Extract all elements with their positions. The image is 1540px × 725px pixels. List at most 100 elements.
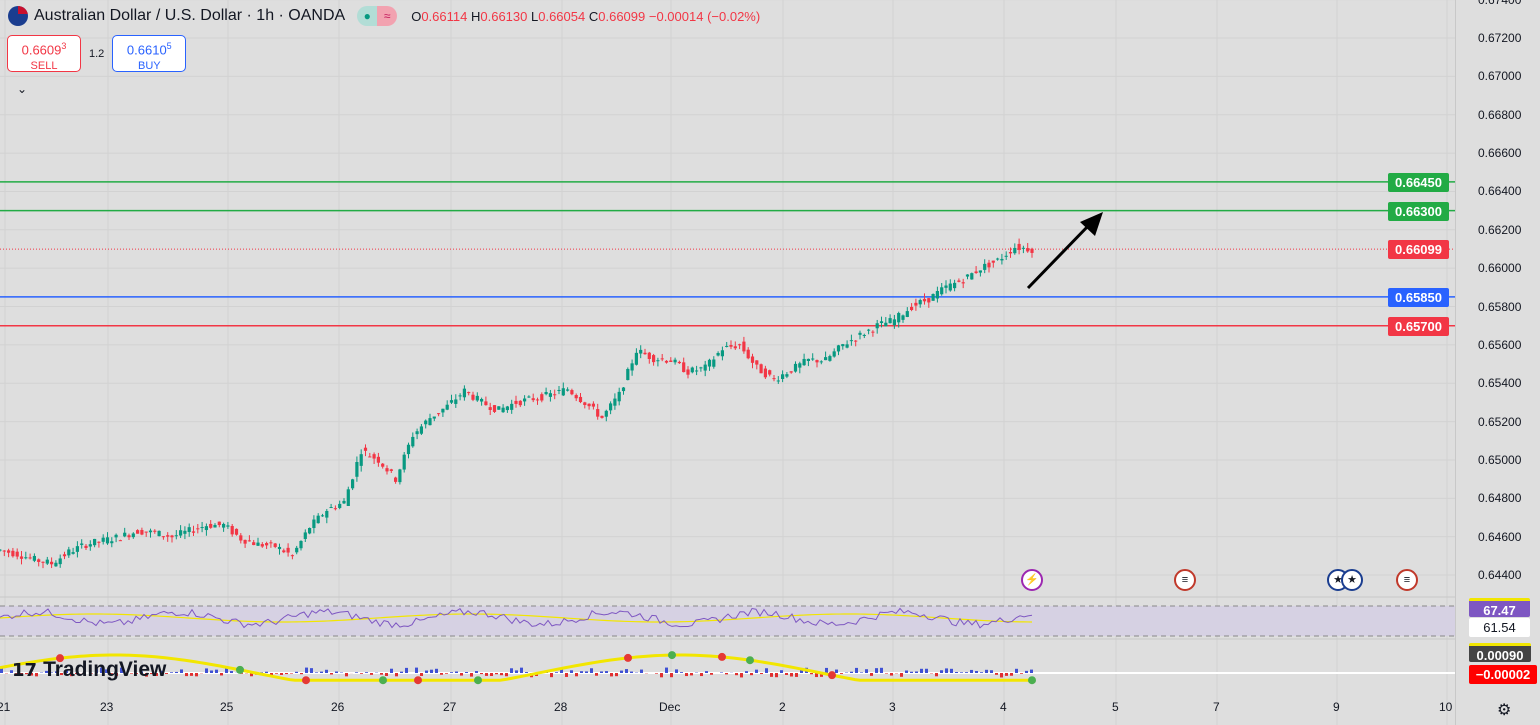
macd-histogram-bar bbox=[295, 671, 298, 673]
candle-body bbox=[471, 394, 475, 400]
macd-histogram-bar bbox=[95, 669, 98, 673]
candle-body bbox=[50, 561, 54, 565]
macd-histogram-bar bbox=[115, 673, 118, 676]
us-event-flag-icon[interactable]: ≡ bbox=[1174, 569, 1196, 591]
candle-body bbox=[342, 500, 346, 504]
candle-body bbox=[845, 344, 849, 348]
candle-body bbox=[338, 503, 342, 508]
macd-histogram-bar bbox=[665, 667, 668, 673]
au-event-flag-icon[interactable]: ★ bbox=[1341, 569, 1363, 591]
candle-body bbox=[127, 535, 131, 538]
candle-body bbox=[140, 529, 144, 535]
buy-button[interactable]: 0.66105 BUY bbox=[112, 35, 187, 72]
candle-body bbox=[290, 555, 294, 557]
candle-body bbox=[226, 525, 230, 527]
macd-histogram-bar bbox=[595, 673, 598, 676]
macd-histogram-bar bbox=[465, 672, 468, 673]
candle-body bbox=[819, 361, 823, 363]
candle-body bbox=[1000, 258, 1004, 261]
candle-body bbox=[316, 515, 320, 524]
price-tick: 0.66800 bbox=[1478, 107, 1522, 122]
symbol-title[interactable]: Australian Dollar / U.S. Dollar · 1h · O… bbox=[34, 7, 346, 24]
candle-body bbox=[647, 352, 651, 359]
macd-histogram-bar bbox=[640, 669, 643, 673]
candle-body bbox=[28, 557, 32, 559]
candle-body bbox=[402, 454, 406, 470]
candle-body bbox=[213, 524, 217, 528]
macd-histogram-bar bbox=[345, 673, 348, 677]
sell-button[interactable]: 0.66093 SELL bbox=[7, 35, 81, 72]
candle-body bbox=[24, 557, 28, 559]
price-tick: 0.64400 bbox=[1478, 568, 1522, 583]
candle-body bbox=[501, 407, 505, 413]
candle-body bbox=[540, 394, 544, 401]
macd-histogram-bar bbox=[390, 668, 393, 673]
candle-body bbox=[841, 344, 845, 347]
macd-histogram-bar bbox=[745, 671, 748, 673]
macd-histogram-bar bbox=[680, 672, 683, 673]
candle-body bbox=[695, 370, 699, 372]
macd-histogram-bar bbox=[445, 673, 448, 674]
price-axis[interactable]: 0.67400 0.67200 0.67000 0.66800 0.66600 0.664… bbox=[1455, 0, 1540, 725]
macd-histogram-bar bbox=[415, 667, 418, 673]
macd-histogram-bar bbox=[480, 673, 483, 675]
candle-body bbox=[415, 431, 419, 435]
settings-icon[interactable]: ⚙ bbox=[1497, 702, 1512, 719]
macd-histogram-bar bbox=[45, 670, 48, 673]
macd-histogram-bar bbox=[320, 671, 323, 673]
macd-histogram-bar bbox=[425, 670, 428, 673]
macd-histogram-bar bbox=[800, 669, 803, 673]
macd-histogram-bar bbox=[725, 673, 728, 675]
macd-histogram-bar bbox=[835, 669, 838, 673]
macd-histogram-bar bbox=[735, 673, 738, 676]
candle-body bbox=[458, 395, 462, 397]
macd-histogram-bar bbox=[625, 669, 628, 673]
price-tick: 0.66400 bbox=[1478, 184, 1522, 199]
candle-body bbox=[80, 543, 84, 545]
candle-body bbox=[398, 469, 402, 483]
price-chart[interactable] bbox=[0, 0, 1455, 725]
candle-body bbox=[523, 398, 527, 402]
candle-body bbox=[544, 391, 548, 395]
macd-histogram-bar bbox=[195, 673, 198, 677]
spread: 1.2 bbox=[89, 47, 105, 60]
candle-body bbox=[265, 543, 269, 546]
macd-histogram-bar bbox=[360, 673, 363, 674]
macd-histogram-bar bbox=[600, 671, 603, 673]
candle-body bbox=[118, 540, 122, 542]
us-event-flag-icon[interactable]: ≡ bbox=[1396, 569, 1418, 591]
candle-body bbox=[733, 346, 737, 349]
macd-histogram-bar bbox=[75, 673, 78, 674]
macd-histogram-bar bbox=[630, 671, 633, 673]
candle-body bbox=[660, 358, 664, 360]
candle-body bbox=[11, 550, 15, 557]
candle-body bbox=[196, 528, 200, 530]
candle-body bbox=[824, 357, 828, 361]
candle-body bbox=[372, 454, 376, 459]
candle-body bbox=[381, 463, 385, 467]
candle-body bbox=[664, 360, 669, 363]
candle-body bbox=[454, 399, 458, 404]
macd-histogram-bar bbox=[950, 668, 953, 673]
candle-body bbox=[626, 368, 630, 381]
market-status[interactable]: ● ≈ bbox=[357, 6, 398, 26]
candle-body bbox=[639, 349, 643, 354]
price-tick: 0.67200 bbox=[1478, 31, 1522, 45]
lightning-event-icon[interactable]: ⚡ bbox=[1021, 569, 1043, 591]
candle-body bbox=[948, 283, 952, 291]
candle-body bbox=[428, 418, 432, 426]
candle-body bbox=[148, 530, 153, 533]
candle-body bbox=[419, 426, 423, 434]
macd-hist-value: −0.00002 bbox=[1469, 665, 1537, 684]
macd-histogram-bar bbox=[450, 672, 453, 673]
macd-histogram-bar bbox=[705, 671, 708, 673]
candle-body bbox=[0, 549, 2, 551]
candle-body bbox=[750, 356, 755, 363]
macd-histogram-bar bbox=[120, 667, 123, 673]
candle-body bbox=[161, 536, 165, 538]
candle-body bbox=[179, 530, 183, 536]
macd-histogram-bar bbox=[460, 673, 463, 676]
collapse-chevron-icon[interactable]: ⌄ bbox=[17, 82, 28, 96]
price-tick: 0.64800 bbox=[1478, 491, 1522, 506]
macd-histogram-bar bbox=[185, 673, 188, 677]
